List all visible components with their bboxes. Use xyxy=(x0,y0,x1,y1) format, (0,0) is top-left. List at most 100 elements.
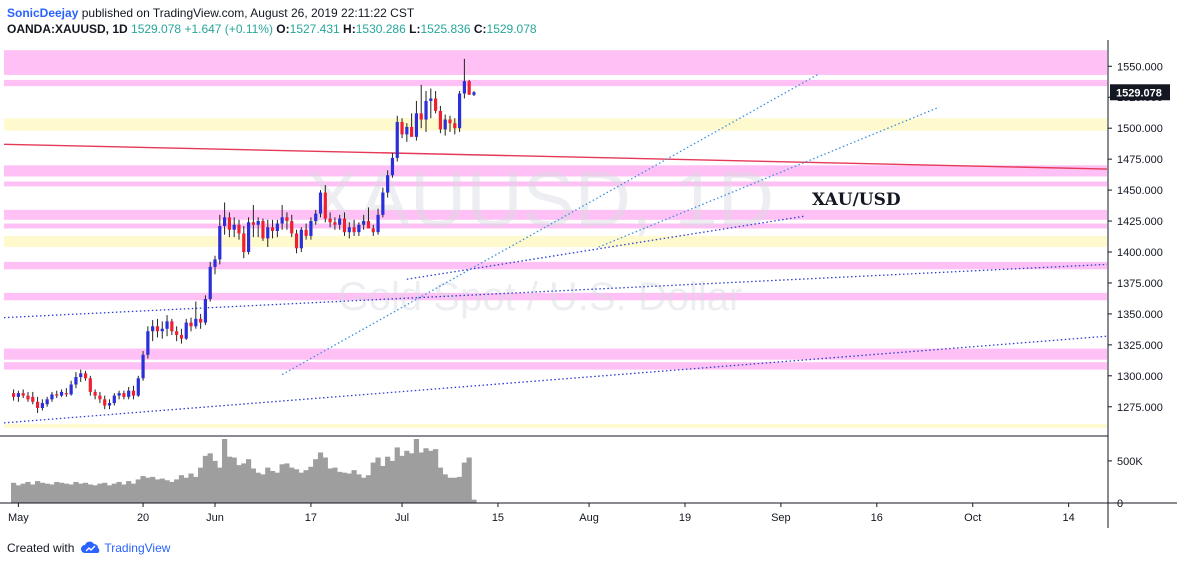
volume-bar xyxy=(322,457,328,503)
volume-bar xyxy=(332,467,338,503)
volume-bar xyxy=(231,457,237,503)
volume-bar xyxy=(150,476,156,503)
candle-body xyxy=(347,227,351,233)
candle-body xyxy=(165,321,169,329)
candle-body xyxy=(457,93,462,129)
brand-label: TradingView xyxy=(104,541,171,555)
candle-body xyxy=(453,123,457,129)
x-tick-label: Jun xyxy=(206,512,224,524)
volume-bar xyxy=(178,475,185,503)
candle-body xyxy=(410,126,414,137)
volume-bar xyxy=(303,470,309,503)
price-change: +1.647 (+0.11%) xyxy=(184,22,273,36)
candle-body xyxy=(189,322,193,327)
published-text: published on TradingView.com, August 26,… xyxy=(81,6,415,20)
x-tick-label: Oct xyxy=(964,512,981,524)
volume-bar xyxy=(346,473,352,503)
chart-header: SonicDeejay published on TradingView.com… xyxy=(7,5,537,37)
volume-bar xyxy=(63,483,69,503)
volume-bar xyxy=(284,463,290,503)
candle-body xyxy=(314,213,318,222)
zone-band xyxy=(4,362,1107,370)
x-tick-label: 16 xyxy=(871,512,883,524)
zone-band xyxy=(4,424,1107,428)
volume-bar xyxy=(418,452,424,503)
candle-body xyxy=(146,331,150,355)
volume-bar xyxy=(394,447,400,503)
candle-body xyxy=(127,390,131,397)
volume-bar xyxy=(428,450,434,503)
volume-bar xyxy=(365,475,372,503)
zone-band xyxy=(4,50,1107,75)
volume-bar xyxy=(116,481,122,503)
candle-body xyxy=(251,222,255,225)
y-tick-label: 1475.000 xyxy=(1117,154,1163,166)
author-link[interactable]: SonicDeejay xyxy=(7,6,79,20)
candle-body xyxy=(98,395,102,400)
volume-bar xyxy=(380,465,386,503)
candle-body xyxy=(362,221,366,225)
candle-body xyxy=(266,227,270,239)
candle-body xyxy=(141,354,145,379)
volume-bar xyxy=(78,483,84,503)
candle-body xyxy=(79,373,83,378)
volume-bar xyxy=(135,479,141,503)
candle-body xyxy=(405,126,409,135)
zone-band xyxy=(4,235,1107,248)
candle-body xyxy=(318,192,323,214)
volume-bar xyxy=(423,448,429,503)
volume-bar xyxy=(212,460,218,503)
candle-body xyxy=(112,395,116,404)
footer: Created with TradingView xyxy=(7,541,170,555)
volume-tick-label: 500K xyxy=(1117,456,1143,468)
zone-band xyxy=(4,292,1107,301)
candle-body xyxy=(333,222,337,225)
volume-bar xyxy=(327,468,333,503)
candle-body xyxy=(261,221,265,239)
candle-body xyxy=(237,224,241,234)
volume-bar xyxy=(97,483,103,503)
candle-body xyxy=(11,393,16,397)
volume-bar xyxy=(236,465,242,503)
candle-body xyxy=(438,110,443,130)
candle-body xyxy=(151,326,155,332)
volume-bar xyxy=(92,485,98,503)
y-tick-label: 1325.000 xyxy=(1117,340,1163,352)
watermark-description: Gold Spot / U.S. Dollar xyxy=(338,275,743,319)
volume-bar xyxy=(265,467,271,503)
volume-bar xyxy=(39,482,45,503)
volume-bar xyxy=(198,467,204,503)
candle-body xyxy=(338,218,342,225)
support-trendline xyxy=(3,335,1108,424)
volume-bar xyxy=(49,484,55,503)
candle-body xyxy=(294,233,299,249)
tradingview-brand[interactable]: TradingView xyxy=(76,541,170,555)
publish-line: SonicDeejay published on TradingView.com… xyxy=(7,5,537,21)
volume-bar xyxy=(164,480,170,503)
candle-body xyxy=(179,334,184,339)
volume-bar xyxy=(140,476,146,503)
candle-body xyxy=(203,299,208,323)
volume-bar xyxy=(121,484,127,503)
x-tick-label: May xyxy=(8,512,29,524)
candle-body xyxy=(256,221,260,225)
candle-body xyxy=(175,331,179,335)
candle-body xyxy=(242,233,246,252)
volume-bar xyxy=(106,485,113,503)
volume-bar xyxy=(389,460,396,503)
volume-bar xyxy=(452,477,458,503)
support-trendline xyxy=(281,73,820,376)
candle-body xyxy=(414,113,419,137)
volume-bar xyxy=(126,481,132,503)
volume-bar xyxy=(54,481,60,503)
candle-body xyxy=(83,373,88,379)
volume-bar xyxy=(461,462,467,503)
volume-bar xyxy=(202,455,209,503)
volume-bar xyxy=(351,470,357,503)
candle-body xyxy=(328,218,332,223)
x-tick-label: Jul xyxy=(395,512,409,524)
candle-body xyxy=(93,391,97,396)
low-value: 1525.836 xyxy=(420,22,471,36)
y-tick-label: 1425.000 xyxy=(1117,216,1163,228)
